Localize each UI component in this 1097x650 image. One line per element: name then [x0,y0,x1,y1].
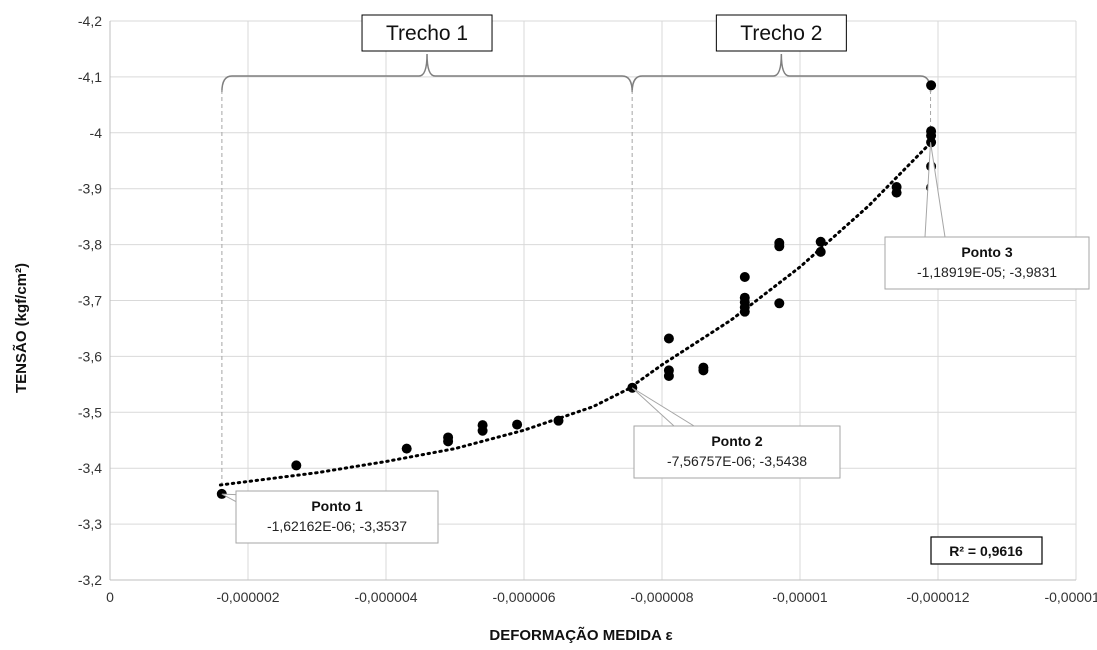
segment-brackets: Trecho 1 Trecho 2 [221,14,932,495]
data-point [216,488,227,499]
data-point [774,241,785,252]
callout-box [235,490,439,544]
y-tick-label: -3,4 [78,460,102,476]
callout-box [884,236,1090,290]
data-point [739,272,750,283]
data-point [291,460,302,471]
x-tick-label: 0 [106,589,114,605]
segment-label: Trecho 2 [740,22,822,45]
y-tick-labels: -3,2 -3,3 -3,4 -3,5 -3,6 -3,7 -3,8 -3,9 -4 -4,1 -4… [78,13,102,588]
axes [109,21,1076,581]
x-tick-labels: 0 -0,000002 -0,000004 -0,000006 -0,000008 -0,… [106,589,1097,605]
y-tick-label: -4 [90,125,103,141]
data-point [926,137,937,148]
r-squared-box: R² = 0,9616 [930,536,1043,565]
x-tick-label: -0,000014 [1044,589,1097,605]
y-tick-label: -3,3 [78,516,102,532]
callout-box [633,425,841,479]
callout-title: Ponto 3 [961,244,1013,260]
x-axis-title: DEFORMAÇÃO MEDIDA ε [489,626,672,644]
data-point [891,187,902,198]
data-point [663,333,674,344]
callout-value: -1,62162E-06; -3,3537 [267,518,407,534]
callout-leader [631,387,696,427]
segment-label-box [361,14,493,52]
callouts: Ponto 1 -1,62162E-06; -3,3537 Ponto 2 -7,56… [221,142,1090,544]
segment-bracket [631,53,932,93]
x-tick-label: -0,000006 [492,589,555,605]
segment-label: Trecho 1 [386,22,468,45]
data-point [663,370,674,381]
data-point [401,443,412,454]
trendline-group [218,140,933,487]
y-tick-label: -4,1 [78,69,102,85]
data-point [443,436,454,447]
data-points [216,80,937,499]
data-point [739,306,750,317]
y-tick-label: -3,9 [78,181,102,197]
y-tick-label: -3,7 [78,293,102,309]
y-tick-label: -3,2 [78,572,102,588]
x-tick-label: -0,000008 [630,589,693,605]
r-squared-label: R² = 0,9616 [949,543,1023,559]
x-tick-label: -0,00001 [772,589,827,605]
data-point [815,246,826,257]
data-point [774,298,785,309]
segment-bracket [221,53,633,93]
trendline [218,140,933,487]
x-tick-label: -0,000002 [216,589,279,605]
callout-title: Ponto 1 [311,498,363,514]
y-tick-label: -3,8 [78,237,102,253]
y-axis-title: TENSÃO (kgf/cm²) [12,263,30,393]
y-tick-label: -3,5 [78,404,102,420]
data-point [477,425,488,436]
data-point [815,236,826,247]
callout-value: -1,18919E-05; -3,9831 [917,264,1057,280]
x-tick-label: -0,000012 [906,589,969,605]
callout-value: -7,56757E-06; -3,5438 [667,453,807,469]
callout-leader [924,142,946,238]
y-tick-label: -3,6 [78,348,102,364]
x-tick-label: -0,000004 [354,589,417,605]
data-point [553,415,564,426]
segment-label-box [715,14,847,52]
callout-ponto-3: Ponto 3 -1,18919E-05; -3,9831 [884,142,1090,290]
callout-ponto-2: Ponto 2 -7,56757E-06; -3,5438 [631,387,841,479]
data-point [926,80,937,91]
callout-ponto-1: Ponto 1 -1,62162E-06; -3,3537 [221,490,439,544]
data-point [512,419,523,430]
data-point [698,365,709,376]
y-tick-label: -4,2 [78,13,102,29]
callout-title: Ponto 2 [711,433,763,449]
